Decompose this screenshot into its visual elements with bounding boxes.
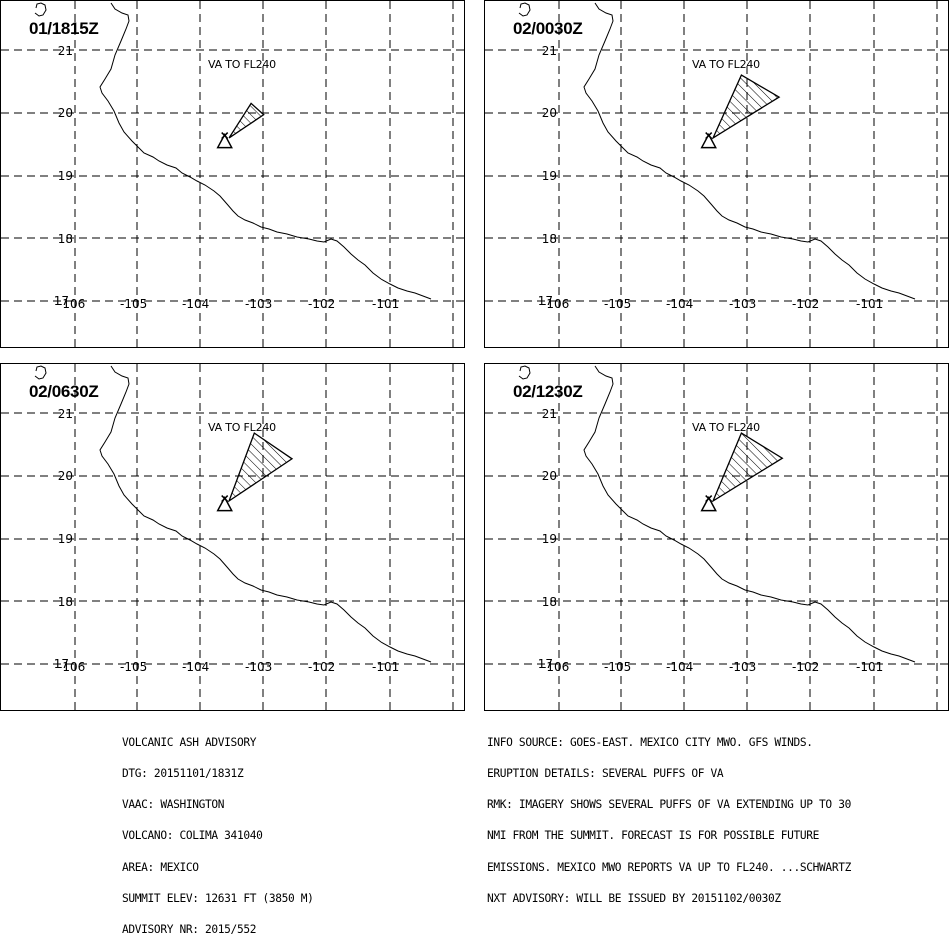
lat-tick-label: 17	[53, 657, 69, 671]
lat-tick-label: 20	[57, 106, 73, 120]
lat-tick-label: 20	[541, 469, 557, 483]
map-panel-4: 02/1230Z VA TO FL240 21 20 19 18 17 -106…	[484, 363, 949, 711]
summit-cross-icon	[221, 132, 229, 140]
ash-cloud-polygon	[227, 432, 294, 503]
map-canvas	[1, 1, 464, 347]
coastline	[518, 365, 531, 380]
lon-tick-label: -105	[604, 660, 632, 674]
map-panel-1: 01/1815Z VA TO FL240 21 20 19 18 17 -106…	[0, 0, 465, 348]
lon-tick-label: -102	[792, 297, 820, 311]
lat-tick-label: 20	[541, 106, 557, 120]
lat-tick-label: 17	[537, 294, 553, 308]
va-height-label: VA TO FL240	[692, 58, 760, 71]
panel-time-label: 02/0630Z	[29, 382, 99, 401]
lon-tick-label: -104	[666, 297, 694, 311]
lon-tick-label: -106	[542, 297, 570, 311]
advisory-line: NXT ADVISORY: WILL BE ISSUED BY 20151102…	[487, 891, 781, 905]
va-height-label: VA TO FL240	[208, 58, 276, 71]
map-panel-3: 02/0630Z VA TO FL240 21 20 19 18 17 -106…	[0, 363, 465, 711]
lon-tick-label: -103	[245, 660, 273, 674]
lon-tick-label: -102	[792, 660, 820, 674]
ash-cloud-polygon	[711, 74, 781, 140]
coastline	[583, 365, 916, 663]
volcano-marker-icon	[700, 132, 717, 149]
advisory-line: NMI FROM THE SUMMIT. FORECAST IS FOR POS…	[487, 829, 820, 843]
advisory-line: EMISSIONS. MEXICO MWO REPORTS VA UP TO F…	[487, 860, 851, 874]
coastline	[99, 2, 432, 300]
lat-tick-label: 21	[57, 44, 73, 58]
lat-tick-label: 19	[541, 532, 557, 546]
lat-tick-label: 18	[57, 595, 73, 609]
advisory-line: ADVISORY NR: 2015/552	[122, 923, 257, 937]
lon-tick-label: -106	[542, 660, 570, 674]
panel-time-label: 01/1815Z	[29, 19, 99, 38]
advisory-line: VOLCANO: COLIMA 341040	[122, 829, 263, 843]
lon-tick-label: -102	[308, 660, 336, 674]
map-canvas	[485, 364, 948, 710]
advisory-line: DTG: 20151101/1831Z	[122, 767, 244, 781]
va-height-label: VA TO FL240	[208, 421, 276, 434]
lon-tick-label: -105	[604, 297, 632, 311]
lat-tick-label: 21	[57, 407, 73, 421]
lat-tick-label: 20	[57, 469, 73, 483]
coastline	[518, 2, 531, 17]
summit-cross-icon	[221, 495, 229, 503]
lat-tick-label: 19	[57, 169, 73, 183]
lat-tick-label: 21	[541, 44, 557, 58]
coastline	[583, 2, 916, 300]
coastline	[34, 2, 47, 17]
lat-tick-label: 19	[541, 169, 557, 183]
lat-tick-label: 17	[53, 294, 69, 308]
ash-cloud-polygon	[711, 432, 784, 503]
lon-tick-label: -105	[120, 660, 148, 674]
advisory-line: VAAC: WASHINGTON	[122, 798, 225, 812]
lon-tick-label: -102	[308, 297, 336, 311]
lon-tick-label: -104	[182, 660, 210, 674]
summit-cross-icon	[705, 495, 713, 503]
advisory-line: INFO SOURCE: GOES-EAST. MEXICO CITY MWO.…	[487, 735, 813, 749]
lat-tick-label: 21	[541, 407, 557, 421]
lon-tick-label: -101	[372, 660, 400, 674]
lon-tick-label: -101	[856, 297, 884, 311]
lat-tick-label: 18	[541, 595, 557, 609]
lon-tick-label: -106	[58, 660, 86, 674]
coastline	[34, 365, 47, 380]
panel-time-label: 02/1230Z	[513, 382, 583, 401]
volcano-marker-icon	[216, 132, 233, 149]
advisory-remarks-text: INFO SOURCE: GOES-EAST. MEXICO CITY MWO.…	[487, 717, 851, 915]
advisory-line: AREA: MEXICO	[122, 860, 199, 874]
lon-tick-label: -104	[182, 297, 210, 311]
lon-tick-label: -103	[729, 297, 757, 311]
coastline	[99, 365, 432, 663]
lon-tick-label: -104	[666, 660, 694, 674]
lon-tick-label: -103	[729, 660, 757, 674]
lat-tick-label: 18	[541, 232, 557, 246]
panel-time-label: 02/0030Z	[513, 19, 583, 38]
advisory-header-text: VOLCANIC ASH ADVISORY DTG: 20151101/1831…	[122, 717, 314, 946]
advisory-line: ERUPTION DETAILS: SEVERAL PUFFS OF VA	[487, 767, 724, 781]
lat-tick-label: 19	[57, 532, 73, 546]
lon-tick-label: -103	[245, 297, 273, 311]
map-canvas	[1, 364, 464, 710]
lon-tick-label: -101	[856, 660, 884, 674]
volcano-marker-icon	[700, 495, 717, 512]
lon-tick-label: -101	[372, 297, 400, 311]
map-panel-2: 02/0030Z VA TO FL240 21 20 19 18 17 -106…	[484, 0, 949, 348]
advisory-line: VOLCANIC ASH ADVISORY	[122, 735, 257, 749]
lat-tick-label: 17	[537, 657, 553, 671]
volcano-marker-icon	[216, 495, 233, 512]
map-canvas	[485, 1, 948, 347]
advisory-line: SUMMIT ELEV: 12631 FT (3850 M)	[122, 891, 314, 905]
lon-tick-label: -106	[58, 297, 86, 311]
advisory-line: RMK: IMAGERY SHOWS SEVERAL PUFFS OF VA E…	[487, 798, 851, 812]
summit-cross-icon	[705, 132, 713, 140]
lon-tick-label: -105	[120, 297, 148, 311]
lat-tick-label: 18	[57, 232, 73, 246]
ash-cloud-polygon	[228, 102, 265, 139]
va-height-label: VA TO FL240	[692, 421, 760, 434]
